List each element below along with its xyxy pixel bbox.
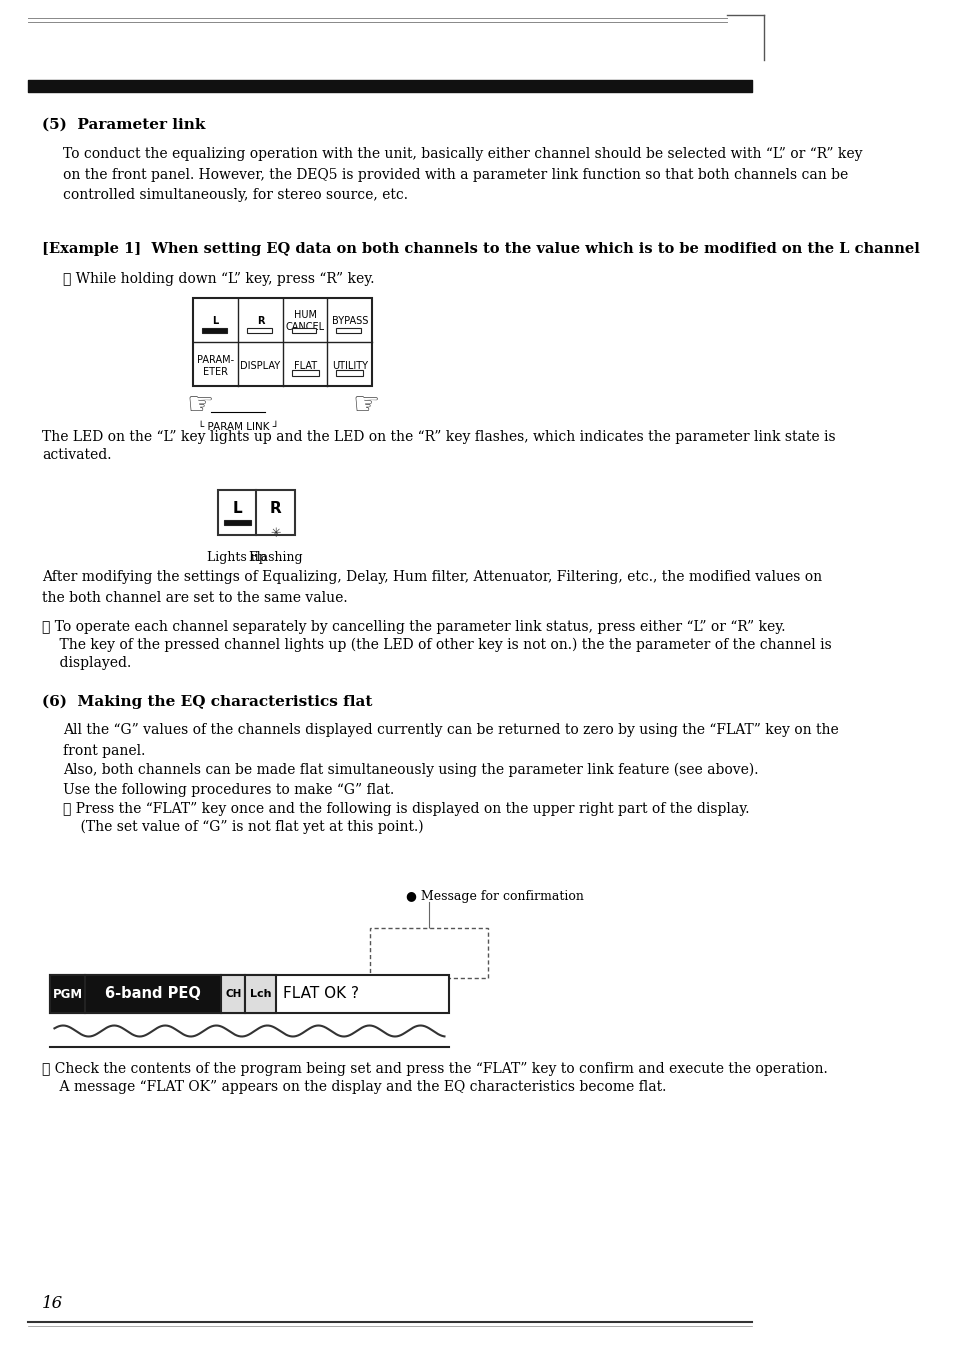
Text: ② To operate each channel separately by cancelling the parameter link status, pr: ② To operate each channel separately by …: [42, 620, 785, 634]
Bar: [245, 975, 276, 1013]
Text: ☞: ☞: [352, 390, 379, 420]
Text: L: L: [213, 316, 218, 326]
Text: ② Check the contents of the program being set and press the “FLAT” key to confir: ② Check the contents of the program bein…: [42, 1062, 827, 1075]
Bar: [292, 370, 318, 376]
Text: L: L: [232, 501, 242, 516]
Bar: [85, 975, 221, 1013]
Bar: [193, 299, 372, 386]
Text: (The set value of “G” is not flat yet at this point.): (The set value of “G” is not flat yet at…: [63, 820, 423, 835]
Text: R: R: [270, 501, 281, 516]
Text: (5)  Parameter link: (5) Parameter link: [42, 118, 206, 132]
Bar: [217, 490, 294, 535]
Text: PARAM-
ETER: PARAM- ETER: [197, 355, 234, 377]
Text: ☞: ☞: [186, 390, 213, 420]
Text: ① Press the “FLAT” key once and the following is displayed on the upper right pa: ① Press the “FLAT” key once and the foll…: [63, 802, 749, 816]
Bar: [292, 328, 316, 332]
Text: Lch: Lch: [250, 989, 272, 998]
Text: CH: CH: [225, 989, 241, 998]
Text: The key of the pressed channel lights up (the LED of other key is not on.) the t: The key of the pressed channel lights up…: [42, 638, 831, 653]
Bar: [223, 520, 251, 526]
Text: All the “G” values of the channels displayed currently can be returned to zero b: All the “G” values of the channels displ…: [63, 723, 839, 758]
Text: Lights up: Lights up: [207, 551, 267, 563]
Bar: [221, 975, 245, 1013]
Text: └ PARAM LINK ┘: └ PARAM LINK ┘: [197, 422, 278, 432]
Text: Also, both channels can be made flat simultaneously using the parameter link fea: Also, both channels can be made flat sim…: [63, 763, 758, 777]
Bar: [51, 975, 448, 1013]
Text: 16: 16: [42, 1296, 64, 1312]
Bar: [51, 975, 85, 1013]
Text: A message “FLAT OK” appears on the display and the EQ characteristics become fla: A message “FLAT OK” appears on the displ…: [42, 1079, 666, 1094]
Text: activated.: activated.: [42, 449, 112, 462]
Bar: [336, 370, 363, 376]
Text: R: R: [256, 316, 264, 326]
Text: FLAT OK ?: FLAT OK ?: [282, 986, 358, 1001]
Text: ✳: ✳: [270, 527, 280, 540]
Text: ● Message for confirmation: ● Message for confirmation: [406, 890, 583, 902]
Text: BYPASS: BYPASS: [332, 316, 368, 326]
Text: Use the following procedures to make “G” flat.: Use the following procedures to make “G”…: [63, 784, 395, 797]
Text: FLAT: FLAT: [294, 361, 316, 372]
Bar: [336, 328, 360, 332]
Text: [Example 1]  When setting EQ data on both channels to the value which is to be m: [Example 1] When setting EQ data on both…: [42, 242, 919, 255]
Text: After modifying the settings of Equalizing, Delay, Hum filter, Attenuator, Filte: After modifying the settings of Equalizi…: [42, 570, 821, 605]
Text: HUM
CANCEL: HUM CANCEL: [285, 311, 324, 332]
Text: DISPLAY: DISPLAY: [240, 361, 280, 372]
Bar: [202, 328, 227, 332]
Bar: [370, 928, 487, 978]
Text: displayed.: displayed.: [42, 657, 132, 670]
Text: (6)  Making the EQ characteristics flat: (6) Making the EQ characteristics flat: [42, 694, 373, 709]
Text: 6-band PEQ: 6-band PEQ: [105, 986, 200, 1001]
Text: Flashing: Flashing: [248, 551, 303, 563]
Text: To conduct the equalizing operation with the unit, basically either channel shou: To conduct the equalizing operation with…: [63, 147, 862, 203]
Text: PGM: PGM: [52, 988, 82, 1001]
Text: The LED on the “L” key lights up and the LED on the “R” key flashes, which indic: The LED on the “L” key lights up and the…: [42, 430, 835, 444]
Text: UTILITY: UTILITY: [332, 361, 368, 372]
Text: ① While holding down “L” key, press “R” key.: ① While holding down “L” key, press “R” …: [63, 272, 375, 286]
Bar: [247, 328, 272, 332]
